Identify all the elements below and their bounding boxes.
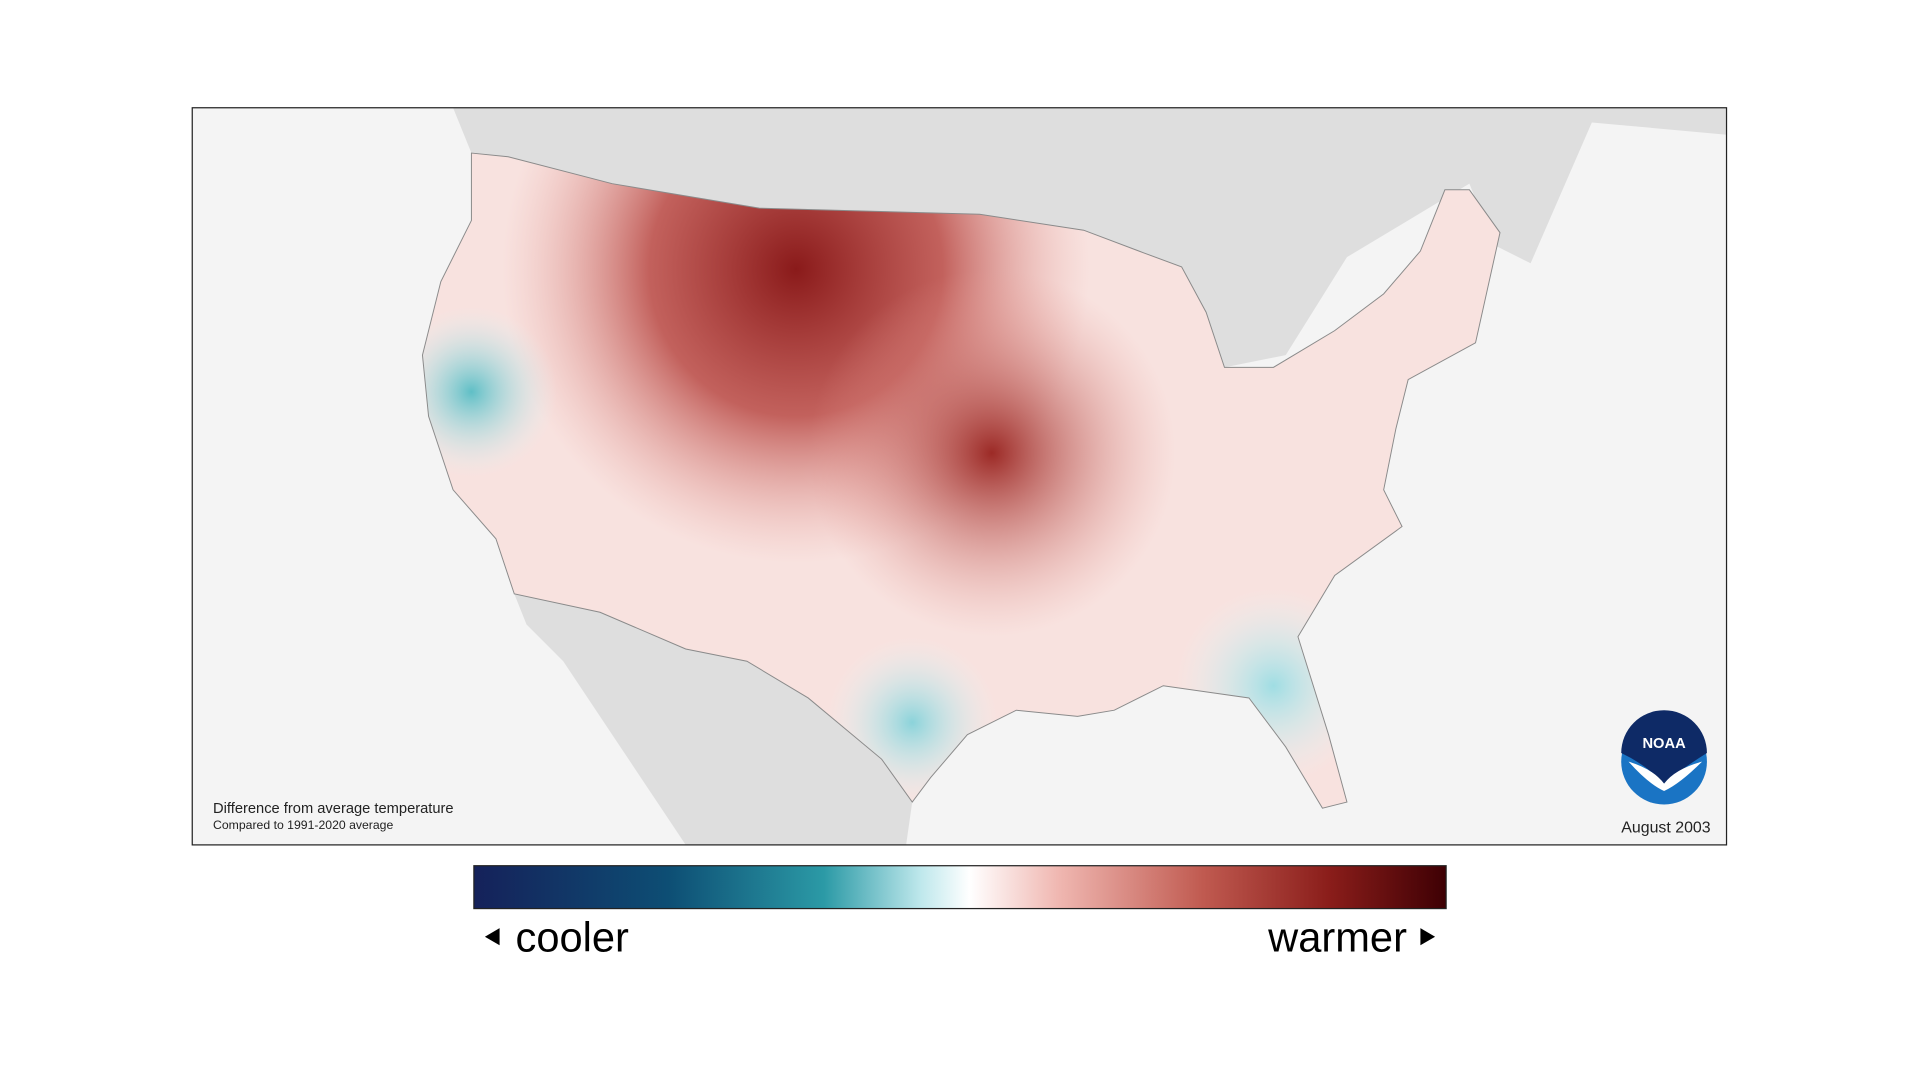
legend-low-label: cooler xyxy=(516,913,630,960)
caption-title: Difference from average temperature xyxy=(213,801,454,817)
color-bar xyxy=(473,865,1447,910)
caption-subtitle: Compared to 1991-2020 average xyxy=(213,818,393,832)
legend-high-label: warmer xyxy=(1267,913,1407,960)
noaa-logo: NOAA xyxy=(1621,710,1707,805)
map xyxy=(192,107,1727,845)
arrow-right xyxy=(1420,928,1436,946)
logo-text: NOAA xyxy=(1642,736,1686,752)
mexico xyxy=(514,593,913,845)
arrow-left xyxy=(484,928,500,946)
map-date: August 2003 xyxy=(1621,820,1710,837)
map-frame xyxy=(191,107,1728,846)
canada xyxy=(453,107,1727,368)
